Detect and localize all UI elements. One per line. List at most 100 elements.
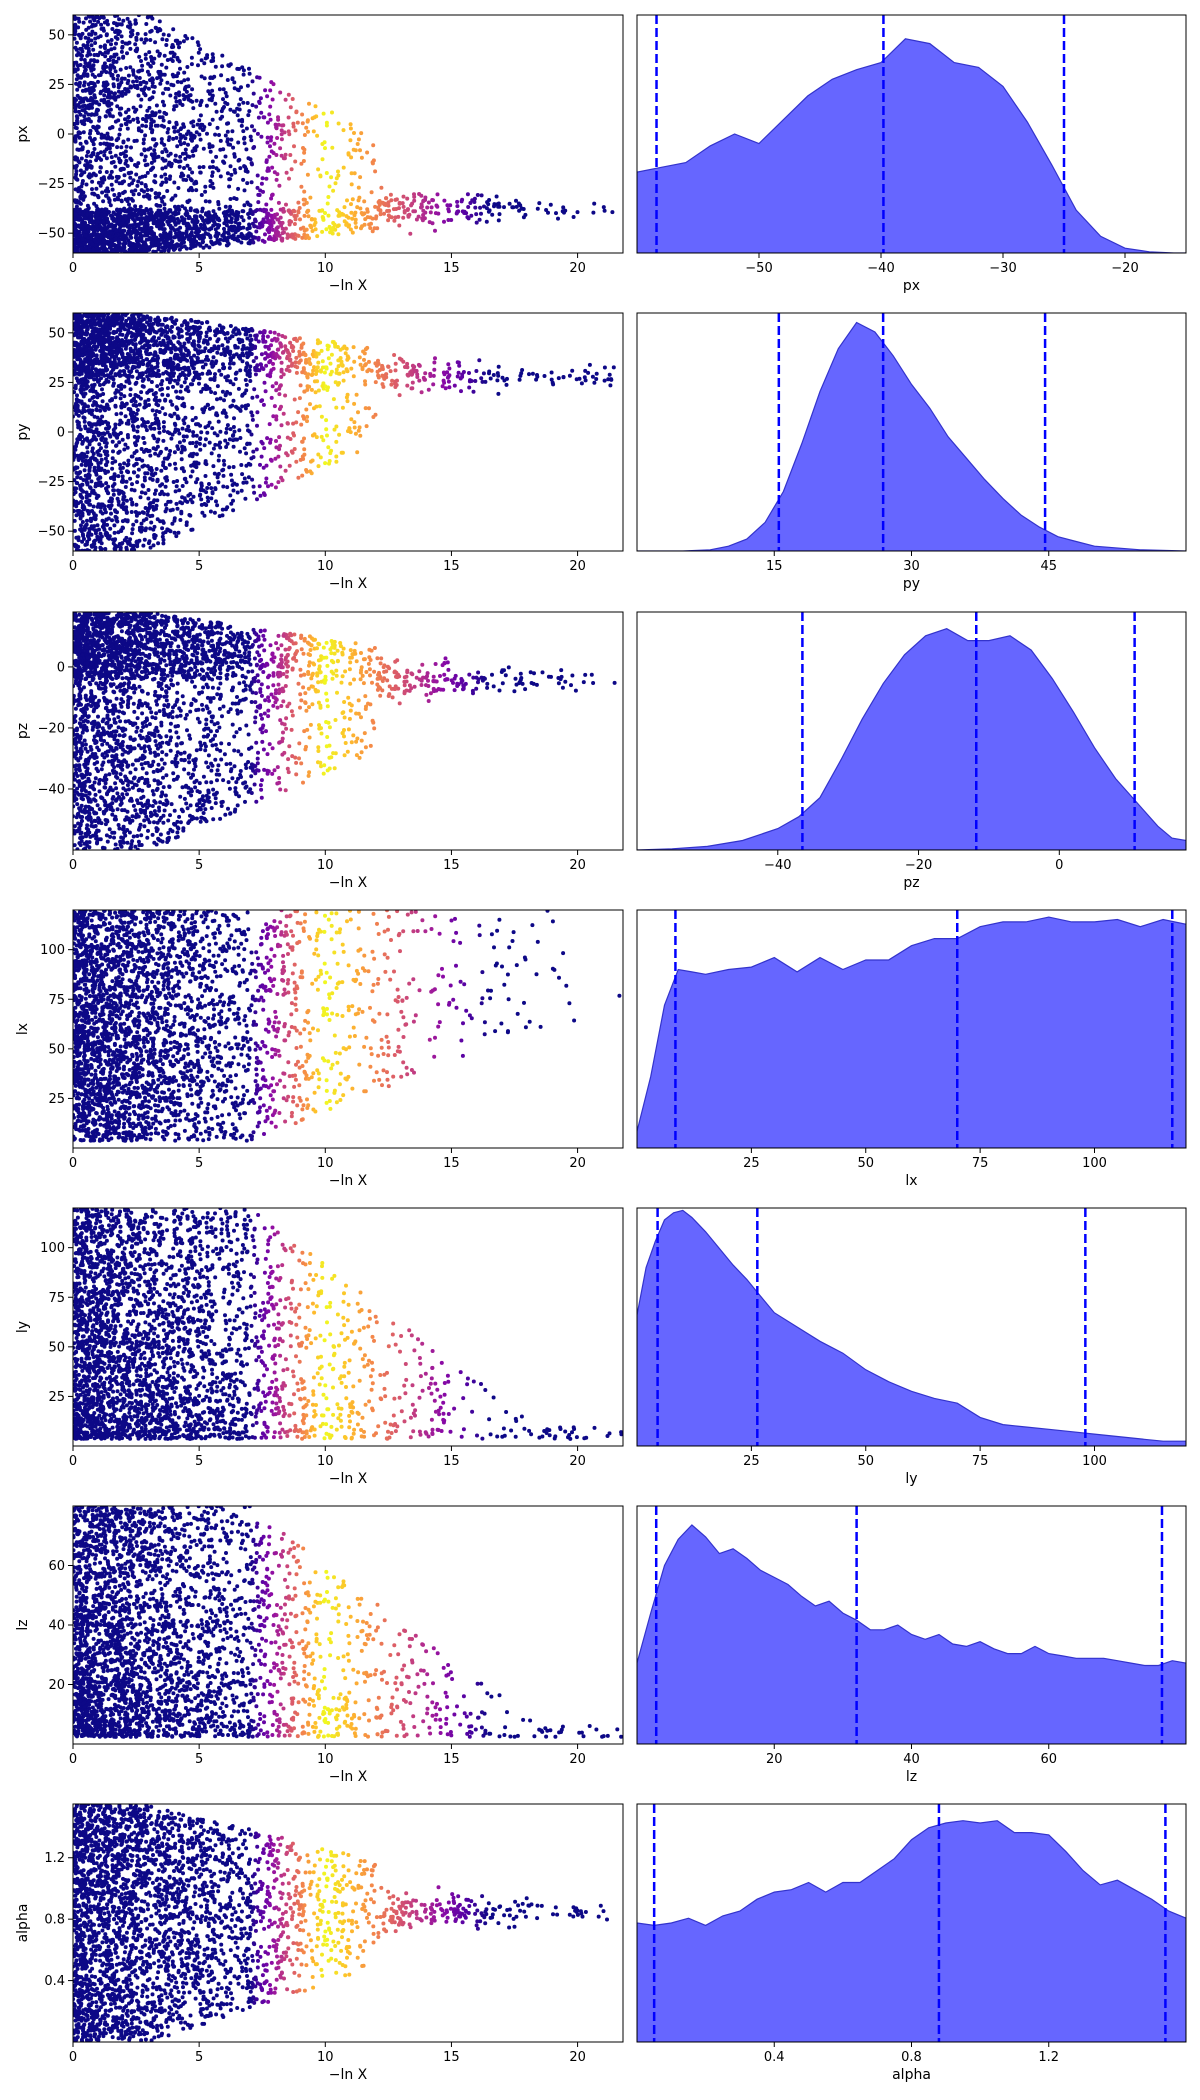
scatter-px-point [466,205,471,209]
scatter-px-point [113,15,118,18]
scatter-px-point [292,222,297,226]
scatter-py-point [542,374,547,378]
scatter-px-point [330,110,334,115]
scatter-px-point [174,120,179,125]
scatter-px-point [82,64,87,69]
scatter-px-point [164,43,169,47]
scatter-py-point [262,380,267,385]
scatter-py-point [155,384,160,389]
scatter-px-point [162,110,167,115]
scatter-py-point [380,382,385,387]
scatter-px-point [228,142,233,147]
scatter-px-point [128,175,133,180]
scatter-py-point [142,475,147,480]
scatter-px-point [126,196,131,201]
scatter-py-point [88,502,93,507]
scatter-px-point [191,124,196,129]
scatter-px-point [110,27,115,31]
scatter-px-point [81,20,86,25]
scatter-px-point [83,61,88,65]
scatter-py-point [284,451,289,456]
scatter-py-point [261,402,266,407]
scatter-px-point [78,194,83,199]
scatter-px-point [247,71,252,76]
scatter-py-point [388,369,393,374]
scatter-px-point [131,192,136,197]
scatter-px-point [135,183,140,188]
scatter-px-point [283,97,288,102]
scatter-px-point [120,40,125,44]
scatter-py-point [75,393,79,398]
scatter-py-point [161,420,166,425]
scatter-px-point [270,192,275,197]
scatter-px-point [141,117,145,121]
scatter-px-point [306,214,311,219]
scatter-py-point [211,446,216,451]
scatter-px-point [210,159,215,164]
scatter-px-point [136,248,141,253]
scatter-px-point [75,87,80,92]
scatter-px-point [148,38,153,42]
scatter-px-point [326,195,331,199]
scatter-py-point [467,385,472,390]
scatter-px-point [102,243,107,248]
scatter-px-point [416,214,421,219]
scatter-px-point [153,191,158,196]
scatter-px-point [95,124,100,129]
scatter-px-point [377,199,382,203]
scatter-py-point [294,355,299,360]
scatter-px-point [197,236,202,241]
scatter-px-point [102,230,107,234]
scatter-py-point [251,484,256,489]
scatter-px-point [113,164,118,169]
scatter-px-point [73,233,78,238]
scatter-px-point [255,185,260,190]
scatter-px-point [145,170,150,175]
scatter-px-point [131,117,136,122]
scatter-px-point [189,242,194,247]
scatter-py-point [286,364,291,369]
scatter-py-point [579,381,584,386]
scatter-px-point [292,144,296,149]
scatter-px-point [104,170,109,174]
scatter-px-point [218,138,223,143]
scatter-px-point [182,220,187,225]
scatter-py-point [98,545,103,550]
scatter-px-point [82,58,87,62]
scatter-px-point [208,149,213,154]
scatter-px-point [430,221,435,226]
scatter-px-point [75,121,80,126]
scatter-px-point [156,240,161,245]
scatter-px-point [109,136,114,141]
scatter-px-point [468,201,473,205]
scatter-px-point [176,186,181,190]
scatter-px-point [210,88,215,93]
scatter-px-point [134,172,139,177]
scatter-px-point [93,36,98,41]
scatter-py-point [308,362,313,366]
scatter-px-point [98,250,102,253]
scatter-py-point [98,383,102,387]
scatter-py-point [220,389,225,394]
scatter-py-point [99,457,104,462]
scatter-py-point [121,497,126,502]
scatter-px-point [492,204,496,209]
scatter-px-point [113,119,118,124]
scatter-px-point [144,237,149,242]
scatter-px-point [257,221,262,226]
scatter-py-point [433,356,437,361]
scatter-px-point [323,146,327,151]
scatter-px-point [232,80,237,85]
scatter-px-point [196,63,200,68]
scatter-py-point [217,323,222,328]
scatter-px-point [91,247,96,252]
scatter-py-point [82,419,87,424]
scatter-py-point [256,339,261,344]
scatter-py-point [570,368,575,373]
scatter-px-point [91,124,96,129]
scatter-py-point [93,531,98,536]
scatter-px-point [92,23,97,28]
scatter-px-point [79,156,84,161]
scatter-px-point [546,210,550,215]
scatter-px-point [180,240,185,245]
